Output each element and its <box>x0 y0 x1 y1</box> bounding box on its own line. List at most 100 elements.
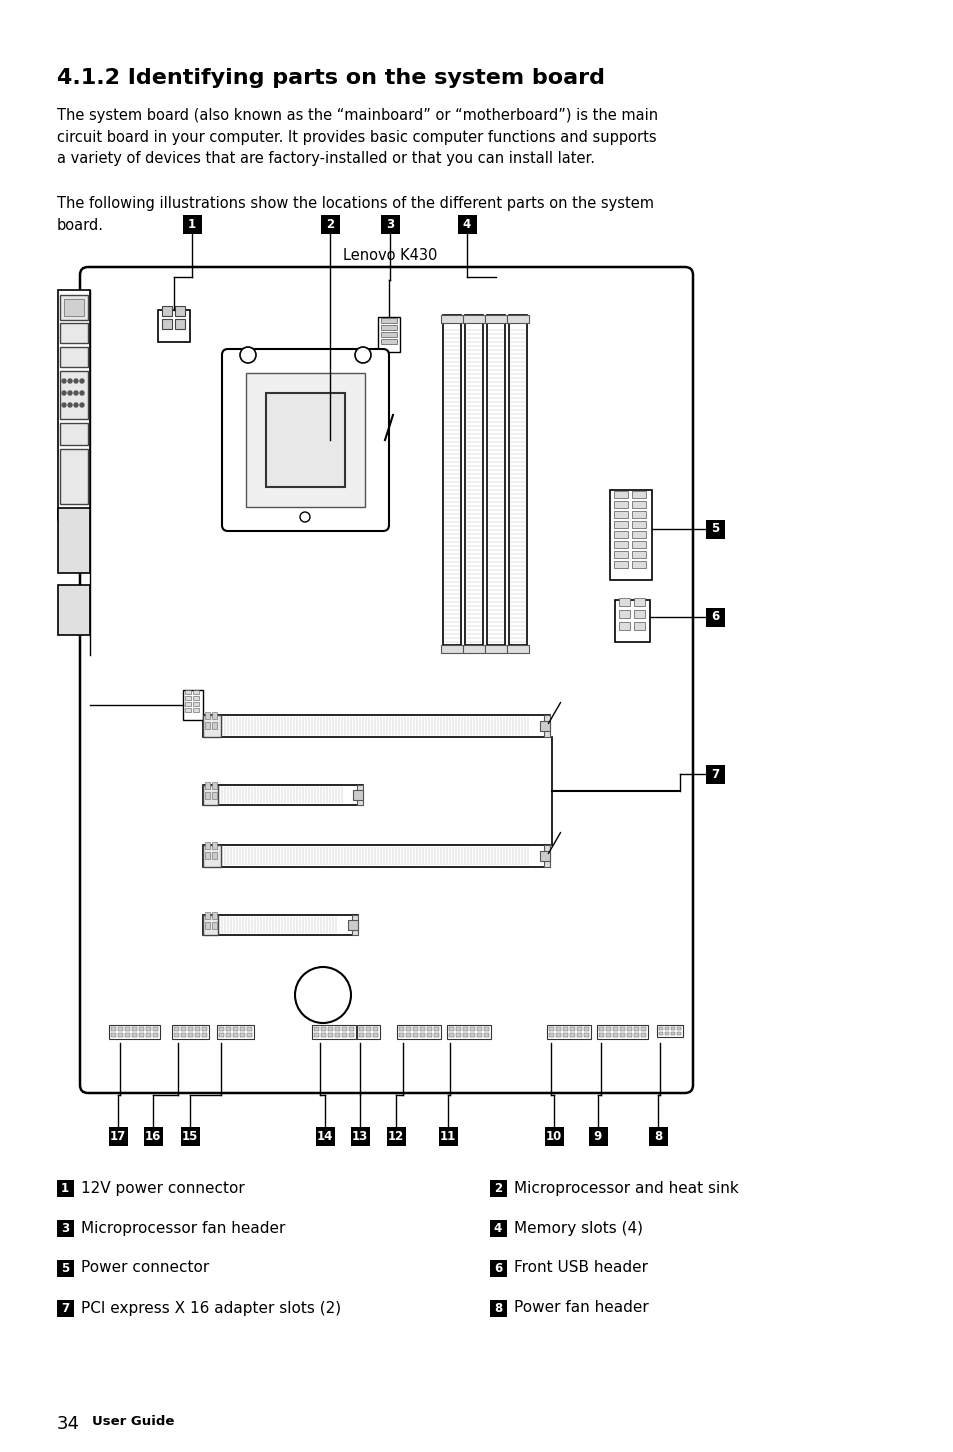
Bar <box>57 1300 74 1317</box>
Text: 4: 4 <box>462 218 471 231</box>
Bar <box>314 1032 318 1037</box>
Bar <box>413 1032 417 1037</box>
Text: 6: 6 <box>494 1262 501 1275</box>
Bar <box>588 1127 607 1146</box>
Bar <box>373 1032 377 1037</box>
Circle shape <box>299 513 310 523</box>
Bar <box>577 1027 581 1031</box>
Bar <box>111 1027 116 1031</box>
Bar <box>583 1032 588 1037</box>
Bar <box>341 1032 347 1037</box>
Bar <box>58 290 90 520</box>
Bar <box>203 915 218 935</box>
Bar <box>677 1032 680 1035</box>
Bar <box>314 1027 318 1031</box>
Bar <box>212 912 216 919</box>
Bar <box>181 1127 200 1146</box>
Text: 11: 11 <box>439 1130 456 1143</box>
Bar <box>373 1027 377 1031</box>
Bar <box>456 1032 460 1037</box>
Bar <box>380 318 396 322</box>
Bar <box>185 696 191 700</box>
Bar <box>543 845 550 867</box>
Bar <box>58 508 90 574</box>
Bar <box>60 449 88 504</box>
Bar <box>486 315 504 645</box>
Bar <box>615 600 649 642</box>
Bar <box>349 1027 354 1031</box>
Bar <box>60 322 88 343</box>
Text: Memory slots (4): Memory slots (4) <box>514 1221 642 1236</box>
Text: 2: 2 <box>326 218 334 231</box>
Bar <box>205 842 210 849</box>
Circle shape <box>240 347 255 363</box>
Text: Front USB header: Front USB header <box>514 1260 647 1275</box>
Circle shape <box>74 404 78 407</box>
Bar <box>205 722 210 729</box>
Text: 3: 3 <box>61 1221 69 1234</box>
Bar <box>173 1032 179 1037</box>
Bar <box>556 1032 560 1037</box>
Bar <box>631 542 645 547</box>
Bar <box>631 491 645 498</box>
Bar <box>613 1032 618 1037</box>
Text: 1: 1 <box>61 1182 69 1195</box>
Bar <box>614 560 627 568</box>
Bar <box>356 786 363 804</box>
Bar <box>464 315 482 645</box>
Bar <box>484 645 506 653</box>
Bar <box>634 621 644 630</box>
Circle shape <box>355 347 371 363</box>
Bar <box>60 423 88 444</box>
Bar <box>539 722 550 730</box>
Bar <box>240 1032 245 1037</box>
Text: User Guide: User Guide <box>91 1416 174 1427</box>
Bar <box>618 598 629 605</box>
Bar <box>398 1032 403 1037</box>
Bar <box>583 1027 588 1031</box>
Bar <box>205 791 210 799</box>
Bar <box>109 1025 160 1040</box>
Bar <box>413 1027 417 1031</box>
Bar <box>193 709 199 711</box>
Text: 4: 4 <box>494 1221 501 1234</box>
Circle shape <box>68 404 71 407</box>
Bar <box>205 852 210 860</box>
Bar <box>57 1180 74 1196</box>
Bar <box>185 709 191 711</box>
Bar <box>598 1027 603 1031</box>
Bar <box>569 1027 575 1031</box>
Bar <box>58 585 90 635</box>
Bar <box>619 1027 624 1031</box>
Bar <box>631 560 645 568</box>
Bar <box>483 1027 489 1031</box>
Bar <box>152 1027 158 1031</box>
Bar <box>139 1032 144 1037</box>
Bar <box>203 845 550 867</box>
Bar <box>597 1025 647 1040</box>
Text: 17: 17 <box>110 1130 126 1143</box>
Bar <box>183 215 202 234</box>
Circle shape <box>68 379 71 383</box>
Bar <box>158 309 190 343</box>
Circle shape <box>80 391 84 395</box>
Bar <box>233 1032 237 1037</box>
Bar <box>396 1025 440 1040</box>
Bar <box>664 1032 668 1035</box>
Bar <box>226 1027 231 1031</box>
Bar <box>577 1032 581 1037</box>
Bar <box>348 921 357 929</box>
Bar <box>172 1025 209 1040</box>
Bar <box>434 1032 438 1037</box>
Bar <box>462 1027 468 1031</box>
Text: 12V power connector: 12V power connector <box>81 1180 245 1195</box>
Bar <box>546 1025 590 1040</box>
Bar <box>312 1025 355 1040</box>
Bar <box>544 1127 563 1146</box>
Bar <box>705 765 724 784</box>
Bar <box>484 315 506 322</box>
Bar <box>366 1032 371 1037</box>
Text: 8: 8 <box>653 1130 661 1143</box>
Bar <box>705 520 724 539</box>
Bar <box>193 690 199 694</box>
